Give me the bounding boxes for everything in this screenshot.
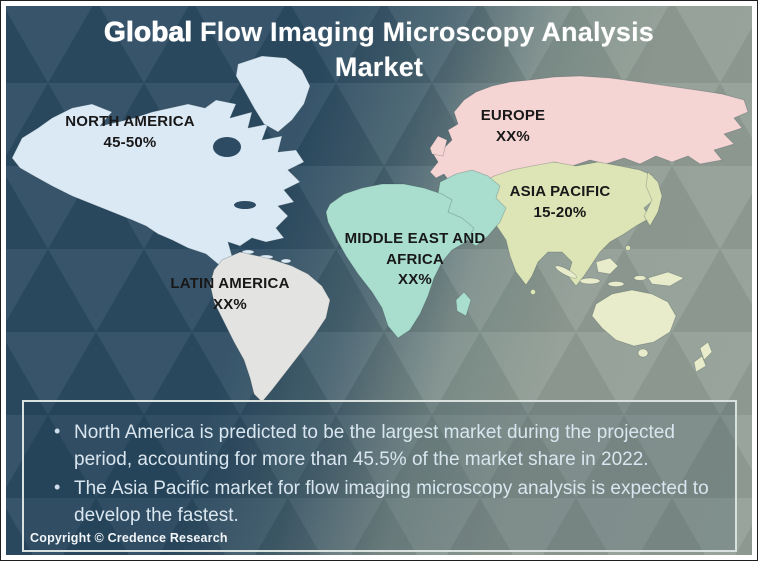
region-share: 15-20% <box>533 203 587 221</box>
region-name: ASIA PACIFIC <box>509 183 611 200</box>
title-emphasis: Global <box>103 16 193 48</box>
latin-america-region <box>209 251 331 403</box>
region-name: NORTH AMERICA <box>65 113 195 130</box>
madagascar-region <box>455 291 472 317</box>
united-kingdom-region <box>429 135 448 157</box>
tasmania-region <box>637 348 649 358</box>
indonesia-island <box>554 265 578 279</box>
new-guinea-region <box>647 271 685 287</box>
region-name: EUROPE <box>480 107 546 124</box>
label-middle-east-africa: MIDDLE EAST AND AFRICA XX% <box>340 229 490 291</box>
key-findings-box: North America is predicted to be the lar… <box>22 400 737 552</box>
region-share: 45-50% <box>103 133 157 151</box>
new-zealand-south-region <box>693 355 707 373</box>
new-zealand-north-region <box>699 341 713 361</box>
copyright-text: Copyright © Credence Research <box>30 531 228 545</box>
key-finding-item: The Asia Pacific market for flow imaging… <box>54 475 723 530</box>
label-north-america: NORTH AMERICA 45-50% <box>65 112 195 153</box>
label-asia-pacific: ASIA PACIFIC 15-20% <box>510 182 611 223</box>
borneo-region <box>595 257 619 275</box>
australia-region <box>591 289 677 347</box>
label-europe: EUROPE XX% <box>481 106 546 147</box>
key-finding-item: North America is predicted to be the lar… <box>54 419 723 474</box>
region-share: XX% <box>213 295 247 313</box>
indonesia-island <box>579 277 601 285</box>
page-title: Global Flow Imaging Microscopy Analysis … <box>6 14 752 85</box>
title-rest: Flow Imaging Microscopy Analysis <box>192 17 655 47</box>
philippines-region <box>625 244 632 251</box>
greenland-region <box>235 55 311 133</box>
region-share: XX% <box>398 271 432 289</box>
asia-pacific-region <box>477 161 657 287</box>
japan-region <box>643 171 663 227</box>
label-latin-america: LATIN AMERICA XX% <box>170 274 289 315</box>
sri-lanka-region <box>530 288 537 295</box>
region-name: MIDDLE EAST AND AFRICA <box>344 230 486 268</box>
great-lakes <box>234 201 256 209</box>
indonesia-island <box>607 280 625 287</box>
key-findings-list: North America is predicted to be the lar… <box>54 419 723 530</box>
hudson-bay <box>213 137 241 157</box>
region-share: XX% <box>496 127 530 145</box>
indonesia-island <box>633 275 647 281</box>
infographic-canvas: Global Flow Imaging Microscopy Analysis … <box>6 6 752 555</box>
caribbean-island <box>280 258 292 264</box>
africa-region <box>325 183 475 339</box>
region-name: LATIN AMERICA <box>170 275 290 292</box>
title-line2: Market <box>334 52 424 83</box>
